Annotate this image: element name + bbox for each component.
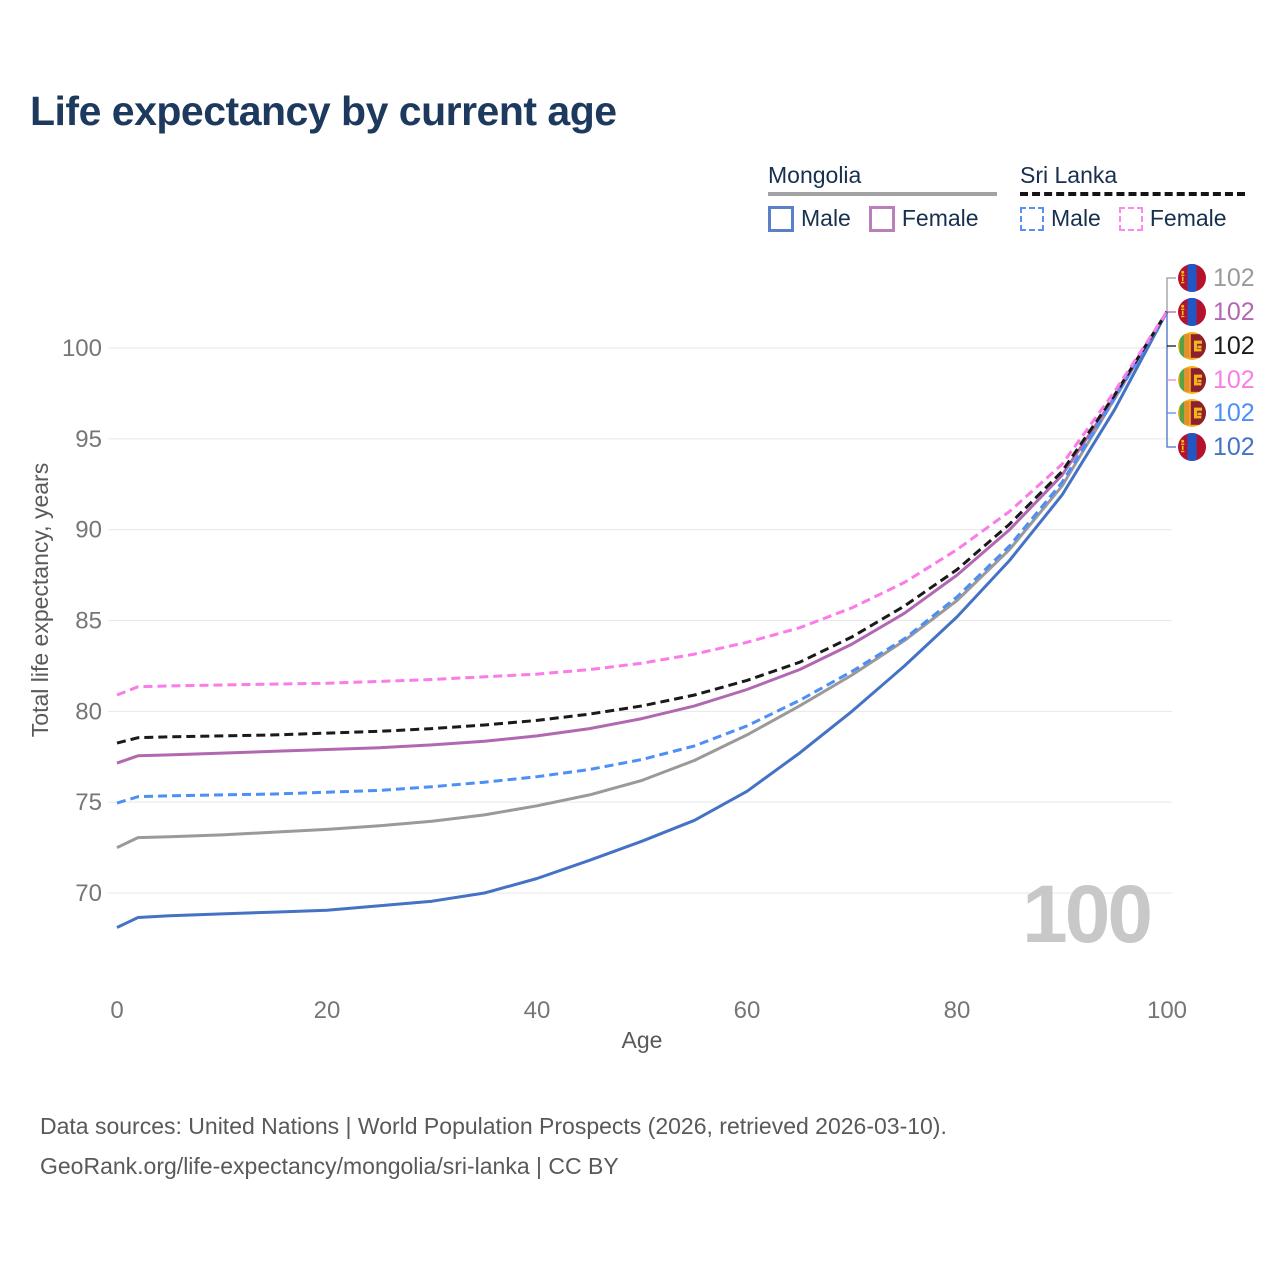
legend-item-label: Male	[801, 205, 851, 231]
y-tick-label: 100	[62, 335, 102, 362]
legend-country-line-key	[1020, 192, 1245, 196]
x-tick-label: 60	[734, 997, 761, 1024]
series-line-mongolia-male	[116, 310, 1169, 929]
series-line-mongolia-total	[116, 310, 1169, 849]
x-tick-label: 80	[944, 997, 971, 1024]
y-tick-label: 95	[75, 426, 102, 453]
y-axis-title: Total life expectancy, years	[27, 463, 53, 737]
legend-key-box-male[interactable]	[768, 205, 794, 232]
x-tick-label: 0	[110, 997, 123, 1024]
y-tick-label: 85	[75, 608, 102, 635]
legend-item-label: Female	[901, 205, 979, 231]
series-line-mongolia-female	[116, 310, 1169, 765]
legend-group-mongolia: Mongolia Male Female	[768, 162, 997, 232]
legend-item-label: Male	[1051, 205, 1101, 231]
legend-country-line-key	[768, 192, 997, 196]
legend-group-sri-lanka: Sri Lanka Male Female	[1020, 162, 1245, 232]
x-tick-label: 100	[1147, 997, 1187, 1024]
leader-line	[1166, 277, 1176, 312]
x-tick-label: 20	[314, 997, 341, 1024]
footer-data-sources: Data sources: United Nations | World Pop…	[40, 1113, 947, 1139]
legend-country-title: Mongolia	[768, 162, 862, 188]
leader-line	[1166, 311, 1176, 448]
series-line-srilanka-total	[116, 310, 1169, 745]
y-tick-label: 75	[75, 789, 102, 816]
y-tick-label: 90	[75, 517, 102, 544]
footer: Data sources: United Nations | World Pop…	[40, 1106, 947, 1186]
legend-key-box-male[interactable]	[1020, 206, 1044, 231]
legend-item-label: Female	[1149, 205, 1227, 231]
legend-items: Male Female	[1020, 205, 1245, 232]
footer-attribution: GeoRank.org/life-expectancy/mongolia/sri…	[40, 1153, 619, 1179]
legend-country-title: Sri Lanka	[1020, 162, 1118, 188]
legend-items: Male Female	[768, 205, 997, 232]
series-line-srilanka-male	[116, 310, 1169, 805]
x-tick-label: 40	[524, 997, 551, 1024]
page-title: Life expectancy by current age	[30, 88, 617, 134]
y-tick-label: 80	[75, 698, 102, 725]
x-axis-title: Age	[622, 1027, 663, 1053]
age-watermark: 100	[1022, 869, 1153, 960]
y-tick-label: 70	[75, 880, 102, 907]
legend-key-box-female[interactable]	[1118, 206, 1143, 231]
legend-key-box-female[interactable]	[868, 205, 895, 232]
series-line-srilanka-female	[116, 310, 1169, 697]
